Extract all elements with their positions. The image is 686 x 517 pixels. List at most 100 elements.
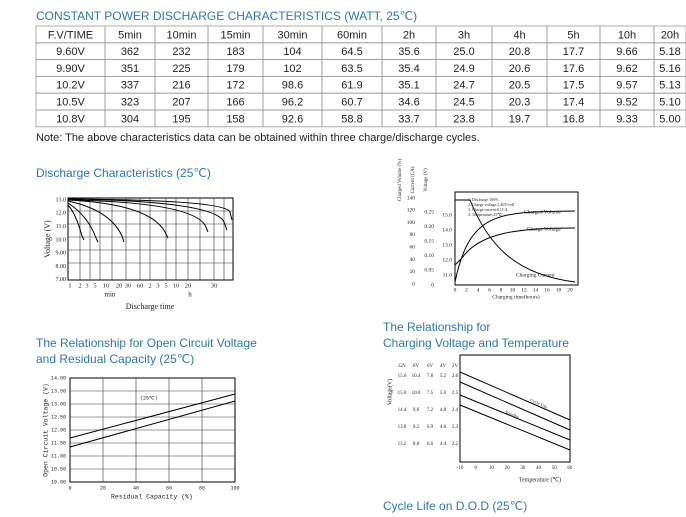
y-tick-label: 11.50 xyxy=(51,440,66,446)
table-value: 5.00 xyxy=(659,113,680,125)
tick-label: 4.4 xyxy=(440,442,447,447)
unit-label: h xyxy=(188,291,192,299)
table-cell xyxy=(653,109,686,128)
y-tick-label: 10.0 xyxy=(56,237,67,243)
table-value: 24.9 xyxy=(453,63,474,75)
column-header: 4h xyxy=(513,29,525,41)
x-tick-label: 10 xyxy=(510,287,516,293)
table-value: 9.52 xyxy=(616,97,637,109)
x-tick-label: 10 xyxy=(489,466,495,471)
x-tick-label: 40 xyxy=(536,466,542,471)
y-tick-label: 8.00 xyxy=(56,264,67,270)
tick-label: 6.9 xyxy=(427,425,434,430)
unit-label: min xyxy=(105,291,116,299)
x-tick-label: 20 xyxy=(567,287,573,293)
x-tick-label: 5 xyxy=(164,282,167,289)
column-label: Voltage (V) xyxy=(424,168,429,192)
table-value: 10.8V xyxy=(56,113,85,125)
x-tick-label: 60 xyxy=(567,466,573,471)
table-value: 19.7 xyxy=(509,113,530,125)
tick-label: 7.8 xyxy=(427,374,434,379)
table-value: 20.6 xyxy=(509,63,530,75)
x-tick-label: 5 xyxy=(93,282,96,289)
table-value: 16.8 xyxy=(563,113,584,125)
x-tick-label: 50 xyxy=(552,466,558,471)
tick-label: 0.20 xyxy=(424,224,434,230)
x-tick-label: 30 xyxy=(520,466,526,471)
table-value: 10.2V xyxy=(56,80,85,92)
table-value: 34.6 xyxy=(398,97,419,109)
tick-label: 2.4 xyxy=(452,408,459,413)
legend-entry: 1. Discharge:100% xyxy=(468,197,499,202)
tick-label: 0 xyxy=(412,281,415,287)
table-value: 183 xyxy=(226,46,244,58)
x-tick-label: 0 xyxy=(474,466,477,471)
table-value: 195 xyxy=(172,113,190,125)
tick-label: 7.5 xyxy=(427,391,434,396)
table-value: 207 xyxy=(172,97,190,109)
column-label: 6V xyxy=(427,364,434,369)
y-axis-label: Voltage(V) xyxy=(386,379,393,406)
y-tick-label: 13.00 xyxy=(51,401,66,407)
table-value: 179 xyxy=(226,63,244,75)
curve-label: Charge Voltage xyxy=(527,226,561,232)
column-header: 10h xyxy=(618,29,636,41)
column-header: 30min xyxy=(278,29,308,41)
table-value: 351 xyxy=(121,63,139,75)
tick-label: 14.4 xyxy=(398,408,407,413)
tick-label: 11.0 xyxy=(443,272,453,278)
table-value: 20.8 xyxy=(509,46,530,58)
tick-label: 5.2 xyxy=(440,374,447,379)
table-value: 35.1 xyxy=(398,80,419,92)
x-tick-label: -10 xyxy=(457,466,464,471)
column-label: Current (CA) xyxy=(411,166,416,193)
table-value: 64.5 xyxy=(341,46,362,58)
tick-label: 100 xyxy=(407,220,416,226)
table-value: 362 xyxy=(121,46,139,58)
column-header: 5h xyxy=(567,29,579,41)
y-tick-label: 14.00 xyxy=(51,375,66,381)
tick-label: 14.0 xyxy=(442,227,452,233)
table-value: 9.57 xyxy=(616,80,637,92)
table-value: 9.90V xyxy=(56,63,85,75)
table-value: 102 xyxy=(283,63,301,75)
ocv-plot xyxy=(69,377,236,483)
x-tick-label: 20 xyxy=(505,466,511,471)
column-header: 20h xyxy=(661,29,679,41)
tick-label: 120 xyxy=(407,208,416,214)
tick-label: 4.8 xyxy=(440,408,447,413)
x-tick-label: 60 xyxy=(137,282,144,289)
tick-label: 0.25 xyxy=(424,209,434,215)
tick-label: 40 xyxy=(410,257,416,263)
x-tick-label: 8 xyxy=(500,287,503,293)
y-axis-label: Voltage (V) xyxy=(43,220,52,258)
table-value: 9.66 xyxy=(616,46,637,58)
table-value: 232 xyxy=(172,46,190,58)
x-tick-label: 40 xyxy=(133,485,139,491)
x-tick-label: 10 xyxy=(103,282,110,289)
column-label: 8V xyxy=(413,364,420,369)
column-header: F.V/TIME xyxy=(48,29,93,41)
x-tick-label: 30 xyxy=(125,282,132,289)
x-tick-label: 0 xyxy=(454,287,457,293)
table-value: 96.2 xyxy=(282,97,303,109)
column-header: 2h xyxy=(403,29,415,41)
curve-label: Charged Volume xyxy=(524,209,561,215)
x-tick-label: 3 xyxy=(156,282,159,289)
tick-label: 2.3 xyxy=(452,425,459,430)
x-tick-label: 14 xyxy=(533,287,539,293)
temperature-plot xyxy=(459,354,571,463)
table-value: 35.6 xyxy=(398,46,419,58)
tick-label: 9.2 xyxy=(413,425,420,430)
x-tick-label: 20 xyxy=(185,282,192,289)
y-tick-label: 12.0 xyxy=(56,211,67,217)
table-value: 166 xyxy=(226,97,244,109)
table-value: 225 xyxy=(172,63,190,75)
y-tick-label: 12.50 xyxy=(51,414,66,420)
table-value: 61.9 xyxy=(341,80,362,92)
tick-label: 15.0 xyxy=(398,391,407,396)
table-value: 10.5V xyxy=(56,97,85,109)
table-value: 9.33 xyxy=(616,113,637,125)
legend-entry: 3. Charge current:0.1CA xyxy=(468,207,508,212)
